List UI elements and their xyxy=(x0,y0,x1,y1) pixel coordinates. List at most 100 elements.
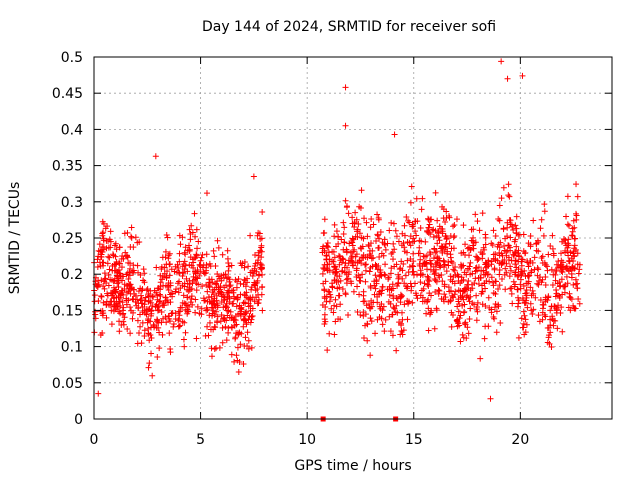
data-point xyxy=(382,316,389,323)
data-point xyxy=(335,233,342,240)
data-point xyxy=(364,321,371,328)
data-point xyxy=(183,275,190,282)
data-point xyxy=(193,335,200,342)
data-point xyxy=(372,285,379,292)
data-point xyxy=(505,257,512,264)
data-point xyxy=(496,217,503,224)
data-point xyxy=(401,301,408,308)
data-point xyxy=(457,338,464,345)
data-point xyxy=(392,227,399,234)
data-point xyxy=(99,310,106,317)
data-point xyxy=(139,319,146,326)
data-point xyxy=(115,279,122,286)
data-point xyxy=(192,270,199,277)
data-point xyxy=(212,302,219,309)
data-point xyxy=(179,299,186,306)
data-point xyxy=(159,272,166,279)
data-point xyxy=(397,265,404,272)
data-point xyxy=(492,291,499,298)
data-point xyxy=(470,226,477,233)
data-point xyxy=(547,242,554,249)
data-point xyxy=(576,266,583,273)
data-point xyxy=(198,254,205,261)
data-point xyxy=(410,268,417,275)
data-point xyxy=(113,258,120,265)
data-point xyxy=(509,300,516,307)
data-point xyxy=(504,75,511,82)
data-point xyxy=(333,228,340,235)
data-point xyxy=(139,286,146,293)
data-point xyxy=(342,197,349,204)
data-point xyxy=(571,235,578,242)
data-point xyxy=(170,320,177,327)
data-point xyxy=(102,275,109,282)
data-point xyxy=(105,253,112,260)
data-point xyxy=(248,284,255,291)
data-point xyxy=(501,243,508,250)
y-tick-label: 0.25 xyxy=(52,231,83,247)
data-point xyxy=(165,286,172,293)
data-point xyxy=(98,254,105,261)
data-point xyxy=(401,248,408,255)
data-point xyxy=(412,228,419,235)
data-point xyxy=(250,173,257,180)
data-point xyxy=(338,236,345,243)
data-point xyxy=(507,234,514,241)
data-point xyxy=(174,261,181,268)
data-point xyxy=(402,272,409,279)
data-point xyxy=(147,297,154,304)
data-point xyxy=(502,235,509,242)
data-point xyxy=(472,211,479,218)
data-point xyxy=(114,268,121,275)
data-point xyxy=(211,323,218,330)
data-point xyxy=(409,299,416,306)
data-point xyxy=(342,84,349,91)
data-point xyxy=(249,312,256,319)
data-point xyxy=(182,262,189,269)
data-point xyxy=(451,232,458,239)
data-point xyxy=(326,330,333,337)
data-point xyxy=(452,288,459,295)
data-point xyxy=(188,222,195,229)
data-point xyxy=(170,323,177,330)
data-point xyxy=(232,317,239,324)
data-point xyxy=(233,303,240,310)
data-point xyxy=(500,226,507,233)
data-point xyxy=(449,278,456,285)
data-point xyxy=(204,306,211,313)
data-point xyxy=(417,279,424,286)
data-point xyxy=(473,253,480,260)
data-point xyxy=(251,279,258,286)
y-tick-label: 0.4 xyxy=(61,122,83,138)
data-point xyxy=(108,321,115,328)
data-point xyxy=(569,228,576,235)
data-point xyxy=(350,262,357,269)
data-point xyxy=(97,331,104,338)
data-point xyxy=(520,297,527,304)
data-point xyxy=(93,282,100,289)
data-point xyxy=(112,267,119,274)
data-point xyxy=(491,265,498,272)
data-point xyxy=(460,309,467,316)
data-point xyxy=(401,232,408,239)
data-point xyxy=(543,263,550,270)
data-point xyxy=(129,268,136,275)
data-point xyxy=(438,295,445,302)
data-point xyxy=(195,238,202,245)
data-point xyxy=(408,183,415,190)
data-point xyxy=(494,243,501,250)
data-point xyxy=(448,323,455,330)
data-point xyxy=(349,214,356,221)
data-point xyxy=(573,281,579,288)
data-point xyxy=(561,283,568,290)
data-point xyxy=(192,233,199,240)
data-point xyxy=(104,260,111,267)
data-point xyxy=(386,283,393,290)
data-point xyxy=(244,329,251,336)
data-point xyxy=(362,322,369,329)
data-point xyxy=(400,260,407,267)
data-point xyxy=(320,230,327,237)
data-point xyxy=(397,299,404,306)
data-point xyxy=(510,226,517,233)
data-point xyxy=(247,269,254,276)
